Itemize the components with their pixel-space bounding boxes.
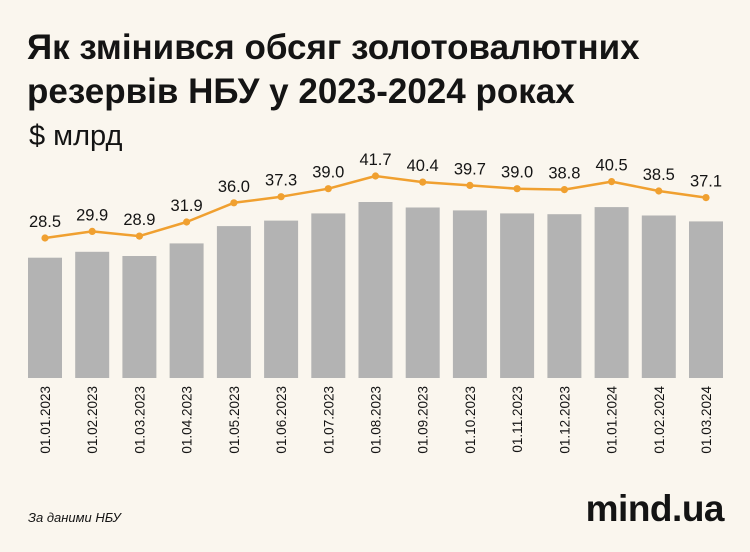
line-point	[371, 172, 380, 180]
bar-01.12.2023	[547, 214, 582, 378]
source-note: За даними НБУ	[28, 510, 121, 525]
data-label: 38.8	[548, 165, 580, 183]
line-point	[608, 178, 616, 186]
line-point	[230, 199, 238, 207]
line-point	[513, 185, 521, 193]
data-label: 41.7	[359, 151, 391, 169]
line-series-group	[41, 172, 710, 242]
line-point	[655, 187, 663, 195]
line-point	[41, 234, 49, 242]
line-point	[135, 232, 143, 240]
bar-01.06.2023	[264, 220, 299, 378]
data-label: 39.0	[501, 164, 533, 182]
x-tick-label: 01.02.2024	[652, 386, 667, 454]
value-labels-group: 28.5 29.9 28.9 31.9 36.0 37.3 39.0 41.7 40.4 39.7…	[29, 151, 722, 231]
x-tick-label: 01.12.2023	[557, 386, 572, 454]
bar-01.05.2023	[216, 226, 251, 378]
line-point	[466, 181, 474, 189]
x-tick-label: 01.02.2023	[85, 386, 100, 454]
x-tick-label: 01.07.2023	[321, 386, 336, 454]
x-tick-label: 01.09.2023	[416, 386, 431, 454]
data-label: 39.7	[454, 160, 486, 178]
x-tick-label: 01.08.2023	[369, 386, 384, 454]
line-point	[702, 194, 710, 202]
unit-label: $ млрд	[29, 120, 123, 152]
x-tick-label: 01.03.2024	[699, 386, 714, 454]
bar-01.07.2023	[311, 213, 346, 378]
line-point	[324, 185, 332, 193]
data-label: 38.5	[643, 166, 675, 184]
line-point	[88, 227, 96, 235]
x-tick-label: 01.05.2023	[227, 386, 242, 454]
line-point	[183, 218, 191, 226]
bar-01.04.2023	[169, 243, 204, 378]
x-tick-label: 01.06.2023	[274, 386, 289, 454]
bar-01.03.2023	[122, 256, 157, 378]
data-label: 36.0	[218, 178, 250, 196]
x-tick-label: 01.03.2023	[132, 386, 147, 454]
data-label: 37.1	[690, 173, 722, 191]
bar-01.01.2023	[28, 257, 62, 378]
data-label: 40.5	[596, 157, 628, 175]
data-label: 37.3	[265, 172, 297, 190]
bar-01.10.2023	[452, 210, 487, 378]
bar-01.02.2023	[75, 251, 110, 378]
data-label: 28.5	[29, 213, 61, 231]
x-tick-label: 01.04.2023	[180, 386, 195, 454]
bar-01.03.2024	[689, 221, 723, 378]
chart-title: Як змінився обсяг золотовалютних резерві…	[27, 28, 640, 111]
data-label: 28.9	[123, 211, 155, 229]
x-tick-labels-group: 01.01.2023 01.02.2023 01.03.2023 01.04.2023…	[38, 386, 714, 454]
line-point	[560, 186, 569, 194]
data-label: 39.0	[312, 164, 344, 182]
data-label: 40.4	[407, 157, 439, 175]
x-tick-label: 01.01.2023	[38, 386, 53, 454]
data-label: 29.9	[76, 206, 108, 224]
line-point	[419, 178, 427, 186]
x-tick-label: 01.01.2024	[605, 386, 620, 454]
bar-01.11.2023	[500, 213, 535, 378]
x-tick-label: 01.10.2023	[463, 386, 478, 454]
bar-01.02.2024	[641, 215, 676, 378]
line-point	[277, 193, 285, 201]
bar-01.09.2023	[405, 207, 440, 378]
x-tick-label: 01.11.2023	[510, 386, 525, 453]
bar-01.08.2023	[358, 202, 393, 378]
data-label: 31.9	[171, 197, 203, 215]
bars-group	[28, 202, 723, 378]
brand-logo[interactable]: mind.ua	[585, 488, 725, 529]
bar-01.01.2024	[594, 207, 629, 378]
